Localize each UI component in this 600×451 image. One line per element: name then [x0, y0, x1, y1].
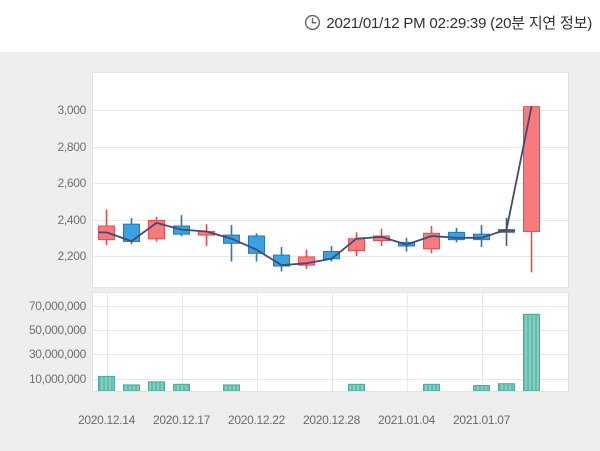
candle-body [348, 238, 365, 252]
volume-bar [473, 385, 490, 391]
price-tick-label: 2,400 [57, 212, 86, 227]
price-tick-label: 2,800 [57, 139, 86, 154]
volume-tick-label: 50,000,000 [28, 323, 86, 338]
quote-time-bar: 2021/01/12 PM 02:29:39 (20분 지연 정보) [0, 0, 600, 44]
volume-bar [523, 313, 540, 391]
volume-pane [92, 292, 569, 392]
volume-bar [348, 383, 365, 391]
candle [448, 227, 465, 243]
candle [248, 233, 265, 262]
volume-bar [123, 384, 140, 391]
candle-body [523, 106, 540, 232]
price-tick-label: 2,200 [57, 249, 86, 264]
candle [173, 215, 190, 237]
volume-tick-label: 30,000,000 [28, 347, 86, 362]
candle [273, 246, 290, 272]
clock-icon [305, 14, 321, 30]
close-line [98, 105, 533, 267]
price-pane [92, 72, 569, 288]
price-tick-label: 2,600 [57, 176, 86, 191]
volume-chart[interactable] [93, 293, 568, 391]
volume-bar [423, 383, 440, 391]
quote-timestamp: 2021/01/12 PM 02:29:39 (20분 지연 정보) [326, 14, 592, 32]
candle-body [248, 235, 265, 254]
candle [148, 216, 165, 242]
volume-bar [98, 375, 115, 391]
candle [298, 249, 315, 269]
volume-bar [148, 381, 165, 391]
candle-body [448, 231, 465, 241]
volume-tick-label: 10,000,000 [28, 371, 86, 386]
date-tick-label: 2020.12.14 [77, 413, 136, 427]
date-tick-label: 2020.12.17 [152, 413, 211, 427]
candle [423, 225, 440, 254]
price-tick-label: 3,000 [57, 103, 86, 118]
date-tick-label: 2020.12.28 [302, 413, 361, 427]
date-tick-label: 2020.12.22 [227, 413, 286, 427]
price-chart[interactable] [93, 73, 568, 287]
candle [523, 106, 540, 273]
candle [198, 224, 215, 247]
volume-bar [498, 383, 515, 391]
date-tick-label: 2021.01.04 [377, 413, 436, 427]
date-tick-label: 2021.01.07 [452, 413, 511, 427]
volume-tick-label: 70,000,000 [28, 298, 86, 313]
candle [98, 209, 115, 246]
stock-chart-panel: 3,000 2,800 2,600 2,400 2,200 70,000,000 50,00… [0, 52, 600, 451]
volume-bar [173, 383, 190, 391]
volume-bar [223, 384, 240, 391]
